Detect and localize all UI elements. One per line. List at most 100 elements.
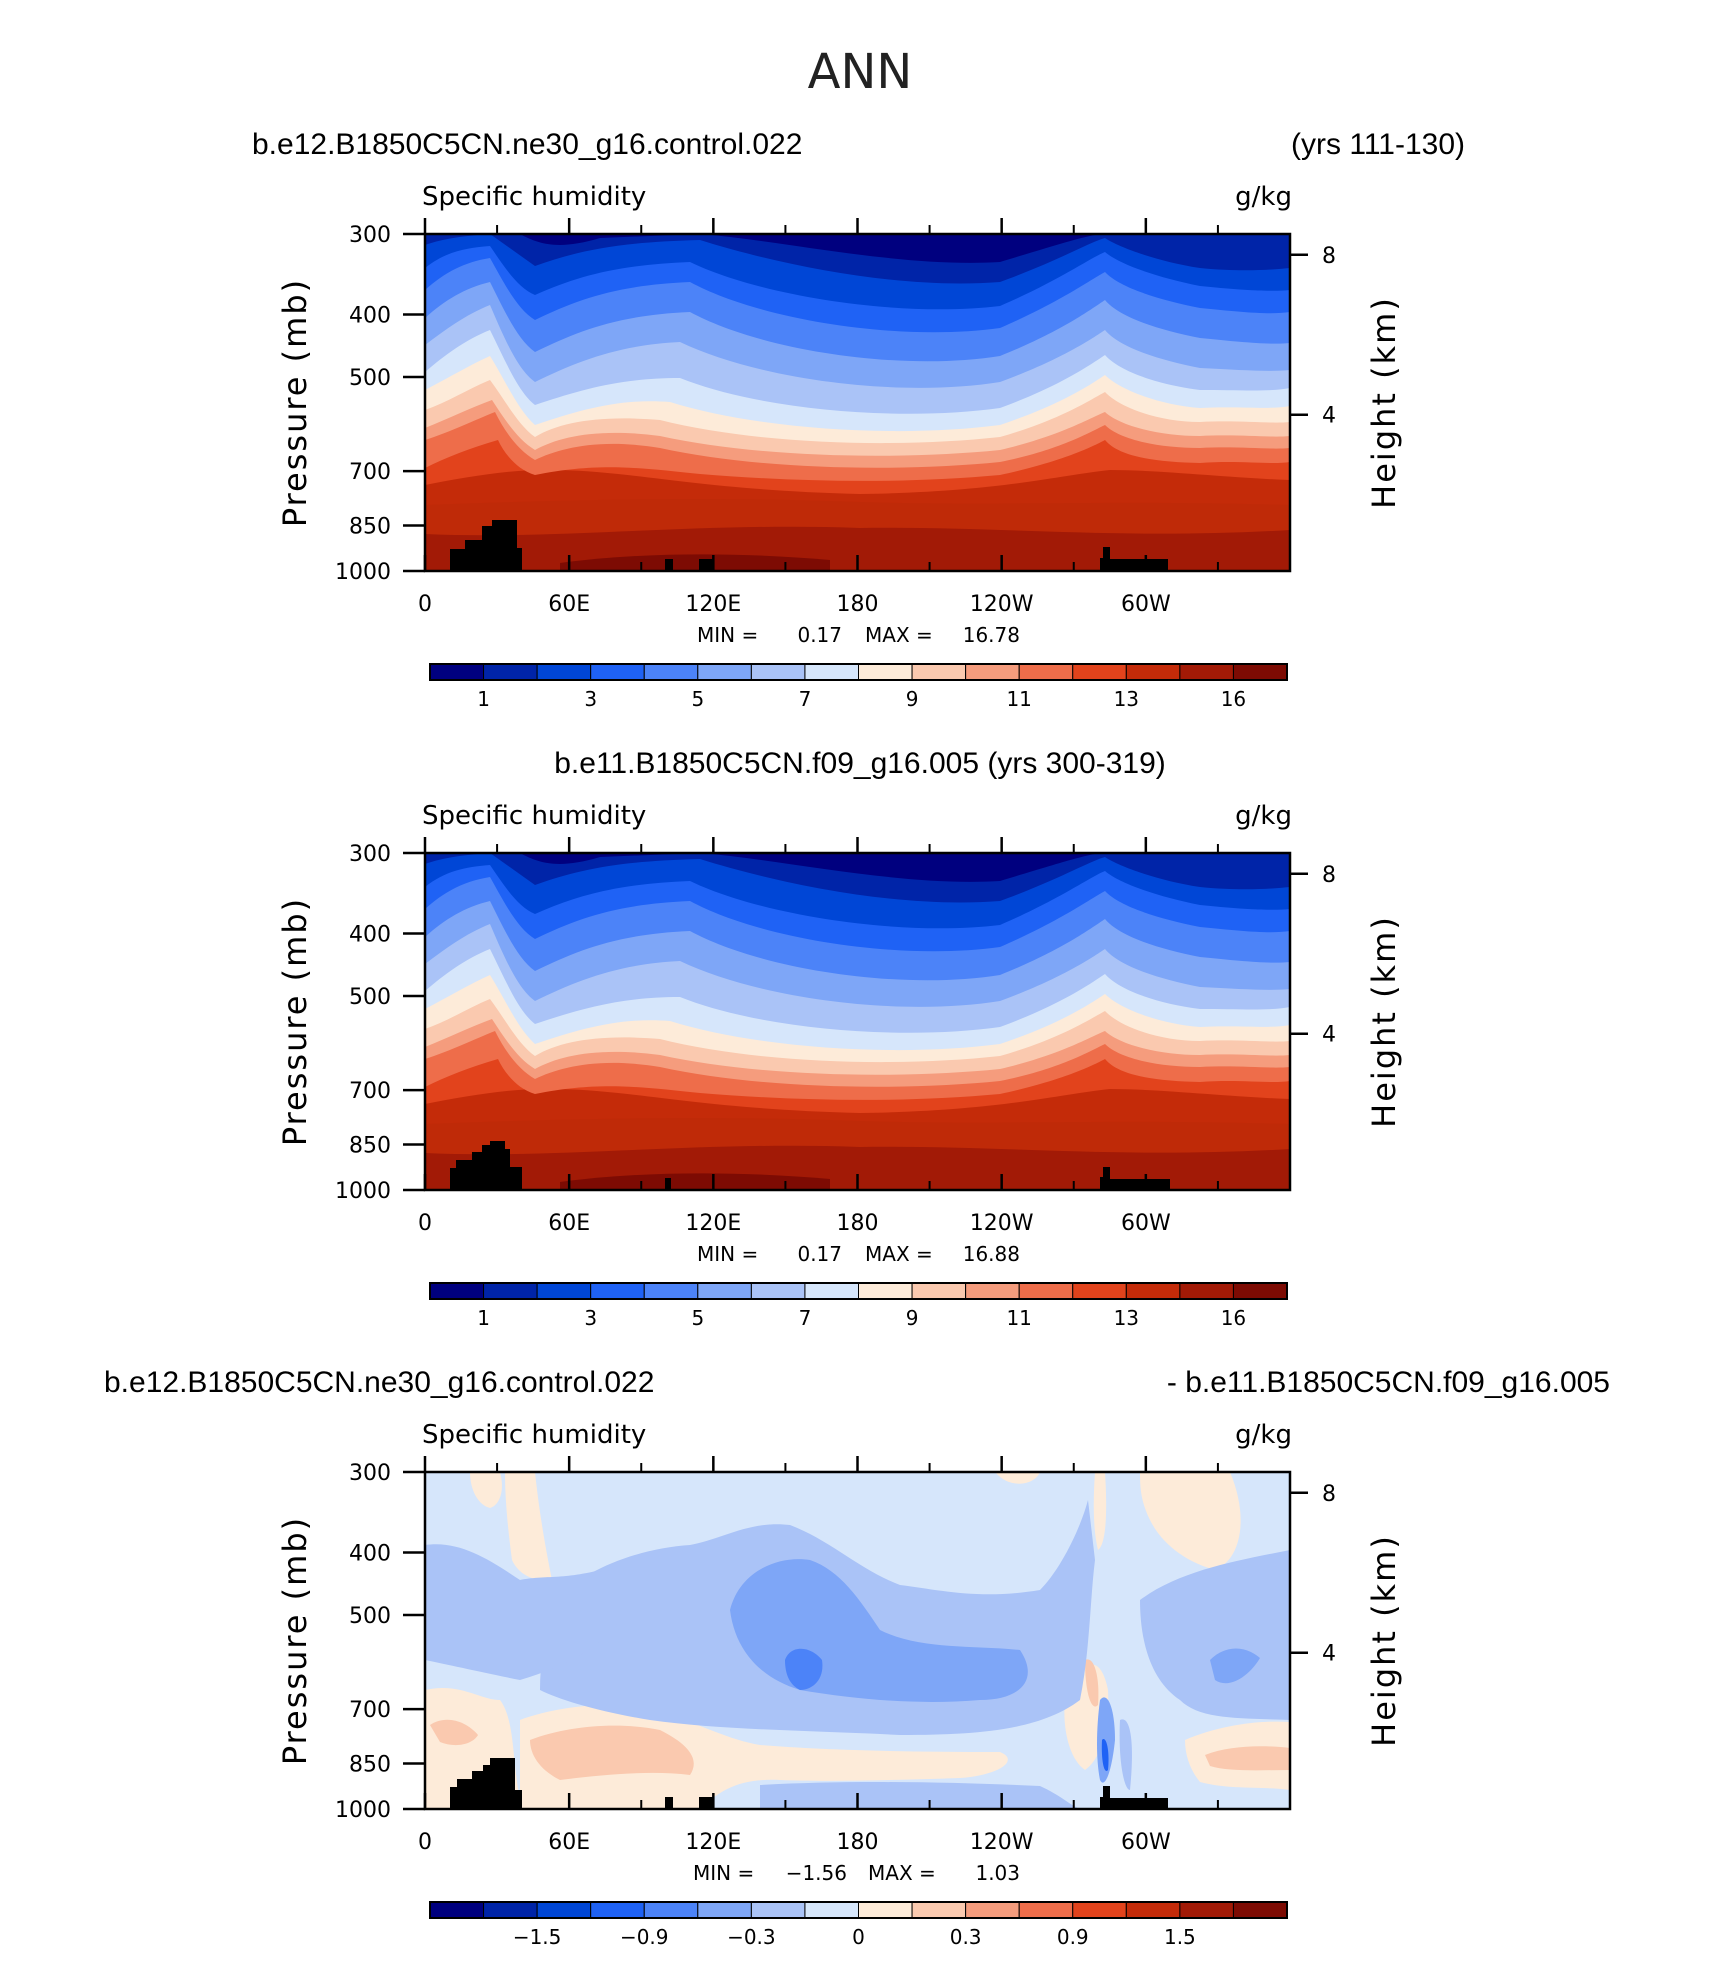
colorbar-swatch [1072,1901,1127,1919]
x-tick-label: 120E [685,1211,741,1236]
panel-1: b.e12.B1850C5CN.ne30_g16.control.022 (yr… [252,128,1465,711]
colorbar-swatch [1179,1282,1234,1300]
colorbar-label: −0.9 [620,1925,669,1949]
panel-3-header-right: - b.e11.B1850C5CN.f09_g16.005 [1167,1366,1610,1399]
panel-2-min-value: 0.17 [797,1242,842,1266]
colorbar-label: −1.5 [513,1925,562,1949]
y-tick-label: 1000 [335,1179,391,1204]
colorbar-swatch [697,1282,752,1300]
x-tick-label: 120E [685,592,741,617]
colorbar-label: 13 [1114,687,1139,711]
colorbar-swatch [804,1282,859,1300]
panel-1-min-max: MIN = 0.17 MAX = 16.78 [697,623,1020,647]
panel-2-units: g/kg [1235,801,1292,831]
colorbar-swatch [1232,1901,1288,1919]
y-tick-label: 850 [349,1134,391,1159]
panel-1-variable: Specific humidity [422,182,646,212]
panel-1-plot-area [425,234,1290,571]
colorbar-swatch [429,1901,485,1919]
colorbar-swatch [643,1282,699,1300]
colorbar-swatch [911,1901,967,1919]
y-tick-label: 1000 [335,560,391,585]
y-tick-label: 500 [349,1604,391,1629]
colorbar-swatch [483,1282,538,1300]
y2-tick-label: 8 [1322,244,1336,269]
x-tick-label: 180 [837,592,879,617]
colorbar-swatch [911,663,967,681]
colorbar-swatch [1018,1901,1074,1919]
panel-2-max-value: 16.88 [963,1242,1020,1266]
x-tick-label: 120E [685,1830,741,1855]
panel-3-min-value: −1.56 [786,1861,847,1885]
panel-3-min-label: MIN = [693,1861,754,1885]
colorbar-swatch [1179,1901,1234,1919]
colorbar-swatch [590,1282,645,1300]
colorbar-swatch [750,1901,806,1919]
panel-3-min-max: MIN = −1.56 MAX = 1.03 [693,1861,1020,1885]
colorbar-label: 16 [1221,687,1246,711]
y2-tick-label: 8 [1322,1482,1336,1507]
colorbar-swatch [429,663,485,681]
colorbar-frame [429,1901,1288,1919]
x-tick-label: 180 [837,1211,879,1236]
colorbar-label: 7 [799,1306,812,1330]
x-tick-label: 120W [970,1830,1034,1855]
panel-3: b.e12.B1850C5CN.ne30_g16.control.022 - b… [104,1366,1610,1949]
y-tick-label: 700 [349,1698,391,1723]
colorbar-swatch [804,1901,859,1919]
panel-2: b.e11.B1850C5CN.f09_g16.005 (yrs 300-319… [276,747,1403,1330]
x-tick-label: 60W [1121,1211,1171,1236]
panel-1-header-right: (yrs 111-130) [1291,128,1465,161]
colorbar-label: 13 [1114,1306,1139,1330]
x-tick-label: 60E [548,592,590,617]
x-tick-label: 120W [970,1211,1034,1236]
colorbar-swatch [536,1282,592,1300]
panel-3-colorbar: −1.5 −0.9 −0.3 0 0.3 0.9 1.5 [429,1901,1288,1949]
x-tick-label: 180 [837,1830,879,1855]
colorbar-swatch [643,663,699,681]
colorbar-label: 0 [852,1925,865,1949]
colorbar-label: 3 [584,1306,597,1330]
y-tick-label: 400 [349,923,391,948]
colorbar-label: −0.3 [727,1925,776,1949]
panel-2-axes: 0 60E 120E 180 120W 60W 300 400 500 700 850 1000 8 4 P… [276,837,1403,1236]
panel-1-min-value: 0.17 [797,623,842,647]
colorbar-label: 9 [906,1306,919,1330]
colorbar-swatch [1232,1282,1288,1300]
colorbar-swatch [804,663,859,681]
colorbar-label: 0.3 [950,1925,982,1949]
colorbar-swatch [965,1901,1020,1919]
colorbar-swatch [965,1282,1020,1300]
y-tick-label: 300 [349,223,391,248]
colorbar-label: 11 [1006,1306,1031,1330]
colorbar-label: 5 [691,687,704,711]
colorbar-swatch [1072,1282,1127,1300]
colorbar-swatch [1018,1282,1074,1300]
panel-3-plot-area [425,1472,1290,1809]
panel-1-axes: 0 60E 120E 180 120W 60W 300 400 500 700 850 1000 8 4 P… [276,218,1403,617]
x-tick-label: 60W [1121,592,1171,617]
colorbar-swatch [1125,1282,1181,1300]
y-tick-label: 700 [349,1079,391,1104]
panel-1-max-label: MAX = [865,623,933,647]
colorbar-swatch [429,1282,485,1300]
colorbar-swatch [1125,663,1181,681]
colorbar-swatch [536,663,592,681]
panel-1-max-value: 16.78 [963,623,1020,647]
panel-1-units: g/kg [1235,182,1292,212]
colorbar-swatch [1018,663,1074,681]
x-tick-label: 120W [970,592,1034,617]
colorbar-label: 5 [691,1306,704,1330]
colorbar-swatch [965,663,1020,681]
colorbar-swatch [1072,663,1127,681]
colorbar-swatch [590,1901,645,1919]
colorbar-swatch [483,663,538,681]
page-title: ANN [808,44,913,100]
panel-3-header-left: b.e12.B1850C5CN.ne30_g16.control.022 [104,1366,654,1399]
colorbar-label: 1 [477,1306,490,1330]
y-tick-label: 850 [349,1753,391,1778]
y2-tick-label: 4 [1322,1023,1336,1048]
colorbar-swatch [536,1901,592,1919]
x-tick-label: 0 [418,592,432,617]
